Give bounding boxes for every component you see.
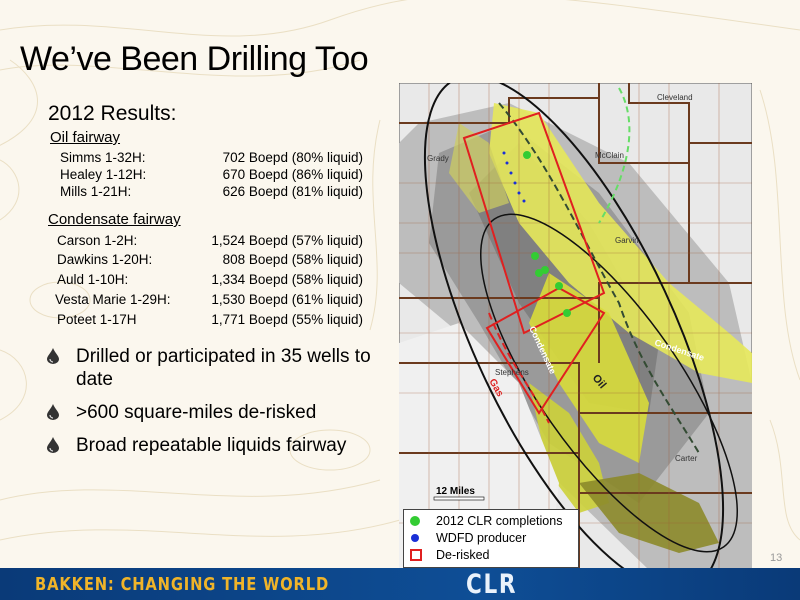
well-name: Dawkins 1-20H: — [57, 252, 153, 267]
well-name: Auld 1-10H: — [57, 272, 129, 287]
well-rate: 1,524 Boepd (57% liquid) — [211, 233, 363, 248]
county-label: Grady — [427, 154, 449, 163]
legend-label: WDFD producer — [436, 531, 527, 545]
oil-fairway-heading: Oil fairway — [50, 129, 121, 146]
map-legend: 2012 CLR completions WDFD producer De-ri… — [403, 509, 579, 568]
well-rate: 1,334 Boepd (58% liquid) — [211, 272, 363, 287]
red-square-icon — [410, 549, 422, 561]
slide-title: We’ve Been Drilling Too — [20, 40, 369, 78]
footer-tagline: BAKKEN: CHANGING THE WORLD — [35, 574, 330, 595]
well-name: Vesta Marie 1-29H: — [55, 292, 171, 307]
county-label: Garvin — [615, 236, 639, 245]
well-name: Carson 1-2H: — [57, 233, 138, 248]
bullet-item: Broad repeatable liquids fairway — [46, 434, 386, 457]
bullet-text: >600 square-miles de-risked — [76, 402, 317, 423]
well-name: Simms 1-32H: — [60, 150, 146, 165]
bullet-item: >600 square-miles de-risked — [46, 401, 386, 424]
well-rate: 702 Boepd (80% liquid) — [222, 150, 363, 165]
county-label: Carter — [675, 454, 698, 463]
well-name: Healey 1-12H: — [60, 167, 147, 182]
well-rate: 808 Boepd (58% liquid) — [222, 252, 363, 267]
blue-dot-icon — [411, 534, 419, 542]
well-rate: 670 Boepd (86% liquid) — [222, 167, 363, 182]
well-name: Poteet 1-17H — [57, 312, 137, 327]
condensate-fairway-heading: Condensate fairway — [48, 211, 181, 228]
clr-logo: CLR — [466, 569, 518, 600]
well-rate: 1,771 Boepd (55% liquid) — [211, 312, 363, 327]
county-label: Stephens — [495, 368, 529, 377]
oil-drop-bullet-icon — [47, 348, 59, 364]
well-rate: 1,530 Boepd (61% liquid) — [211, 292, 363, 307]
footer-bar — [0, 568, 800, 600]
bullet-list: Drilled or participated in 35 wells to d… — [46, 345, 386, 467]
results-heading: 2012 Results: — [48, 102, 177, 125]
oil-drop-bullet-icon — [47, 404, 59, 420]
bullet-text: Drilled or participated in 35 wells to d… — [76, 346, 371, 390]
page-number: 13 — [770, 552, 783, 564]
bullet-item: Drilled or participated in 35 wells to d… — [46, 345, 386, 391]
county-label: McClain — [595, 151, 624, 160]
play-map: Cleveland Grady McClain Garvin Stephens … — [399, 83, 752, 570]
legend-label: 2012 CLR completions — [436, 514, 563, 528]
bullet-text: Broad repeatable liquids fairway — [76, 435, 347, 456]
well-name: Mills 1-21H: — [60, 184, 132, 199]
scale-label: 12 Miles — [436, 486, 475, 497]
oil-drop-bullet-icon — [47, 437, 59, 453]
legend-label: De-risked — [436, 548, 490, 562]
well-rate: 626 Boepd (81% liquid) — [222, 184, 363, 199]
county-label: Cleveland — [657, 93, 693, 102]
green-dot-icon — [410, 516, 420, 526]
